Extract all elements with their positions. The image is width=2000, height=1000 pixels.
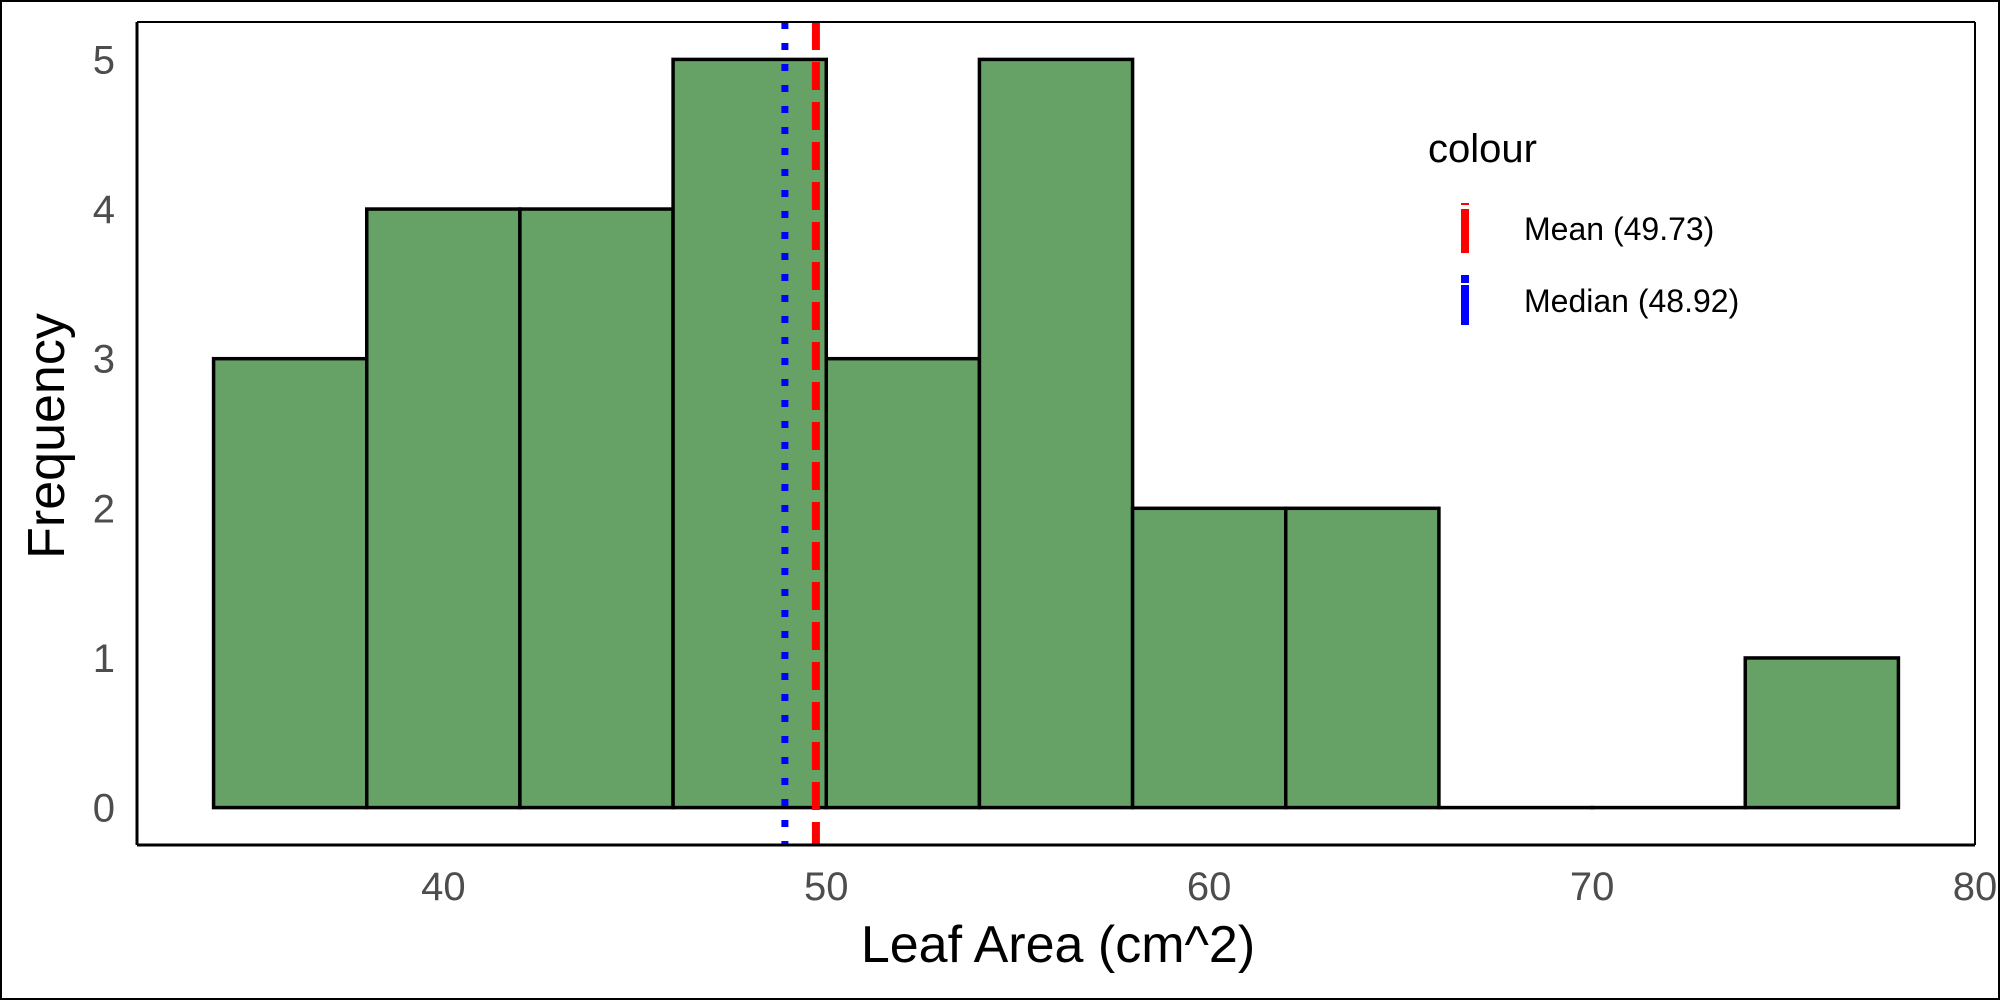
x-tick-label: 70 bbox=[1570, 865, 1615, 909]
bars-layer bbox=[211, 57, 1901, 810]
histogram-bar-4 bbox=[671, 57, 828, 810]
y-tick-label: 0 bbox=[93, 787, 115, 831]
x-tick-label: 60 bbox=[1187, 865, 1232, 909]
histogram-bar-2 bbox=[365, 207, 522, 810]
x-axis-title: Leaf Area (cm^2) bbox=[861, 916, 1255, 974]
legend: colour Mean (49.73) Median (48.92) bbox=[1428, 127, 1739, 327]
ticks-layer: 40 50 60 70 80 0 1 2 3 4 5 bbox=[93, 38, 1998, 909]
histogram-bar-5 bbox=[824, 356, 982, 810]
legend-label-median: Median (48.92) bbox=[1524, 283, 1739, 319]
histogram-bar-8 bbox=[1284, 506, 1441, 810]
legend-label-mean: Mean (49.73) bbox=[1524, 211, 1714, 247]
y-axis-title: Frequency bbox=[18, 313, 76, 559]
histogram-bar-3 bbox=[518, 207, 675, 810]
y-tick-label: 3 bbox=[93, 338, 115, 382]
reference-lines-layer bbox=[781, 22, 820, 845]
axes-layer bbox=[135, 21, 1976, 847]
y-tick-label: 2 bbox=[93, 487, 115, 531]
y-tick-label: 4 bbox=[93, 188, 115, 232]
x-tick-label: 50 bbox=[804, 865, 849, 909]
y-tick-label: 5 bbox=[93, 38, 115, 82]
histogram-bar-1 bbox=[211, 356, 369, 810]
legend-title: colour bbox=[1428, 127, 1537, 171]
x-tick-label: 40 bbox=[421, 865, 466, 909]
histogram-bar-7 bbox=[1130, 506, 1288, 810]
histogram-bar-11 bbox=[1743, 656, 1901, 810]
histogram-bar-6 bbox=[977, 57, 1135, 810]
y-tick-label: 1 bbox=[93, 637, 115, 681]
x-tick-label: 80 bbox=[1953, 865, 1998, 909]
